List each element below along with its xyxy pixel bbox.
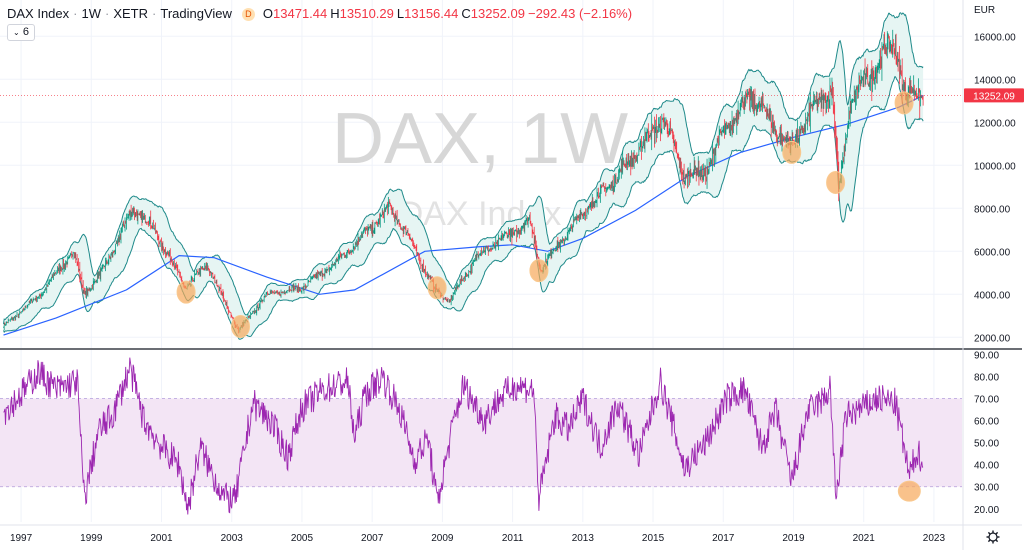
price-axis-tick: 2000.00 [974,333,1011,344]
rsi-axis-tick: 80.00 [974,372,999,383]
highlighted-lows [176,91,914,338]
watermark-title: DAX, 1W [332,99,628,179]
ohlc-high-value: 13510.29 [339,6,394,21]
delayed-data-badge[interactable]: D [241,8,255,21]
watermark: DAX, 1W DAX Index [332,99,628,233]
highlight-circle [529,259,549,283]
band-upper-line [3,12,924,325]
price-axis-tick: 16000.00 [974,32,1016,43]
band-lower-line [3,76,924,340]
symbol-name[interactable]: DAX Index [7,6,70,21]
rsi-axis-tick: 40.00 [974,461,999,472]
rsi-pane [0,357,962,515]
time-axis-tick: 2011 [502,533,524,544]
exchange: XETR [113,6,149,21]
last-price-label: 13252.09 [973,91,1015,102]
ohlc-high-label: H [330,6,340,21]
data-source: TradingView [160,6,232,21]
highlight-circle [176,280,196,304]
rsi-axis-tick: 20.00 [974,505,999,516]
highlight-circle [826,170,846,194]
chart-header: DAX Index · 1W · XETR · TradingView D O13471.44 H… [7,6,635,21]
rsi-axis-tick: 70.00 [974,395,999,406]
interval[interactable]: 1W [81,6,102,21]
indicator-count: 6 [22,26,29,38]
last-price-tag [964,88,1024,103]
time-axis-tick: 2021 [853,533,876,544]
currency-label: EUR [974,5,995,16]
ohlc-change: −292.43 (−2.16%) [527,6,633,21]
time-axis-tick: 2017 [712,533,735,544]
rsi-axis-tick: 50.00 [974,439,999,450]
price-axis-tick: 12000.00 [974,118,1016,129]
gear-icon-tooth [987,539,991,543]
time-axis-tick: 2023 [923,533,946,544]
gear-icon-tooth [995,531,999,535]
indicators-toggle-button[interactable]: ⌄ 6 [7,24,35,41]
band-channel [3,12,924,340]
highlight-circle [231,315,250,338]
time-axis-tick: 2013 [572,533,595,544]
time-axis-tick: 2007 [361,533,384,544]
gear-icon-tooth [987,531,991,535]
gear-icon[interactable] [986,530,1000,544]
ohlc-open-value: 13471.44 [273,6,328,21]
highlight-circle [427,276,447,300]
band-fill [3,12,924,340]
price-axis-tick: 8000.00 [974,204,1011,215]
ohlc-close-value: 13252.09 [470,6,525,21]
candles [3,29,924,334]
time-axis-tick: 1997 [10,533,33,544]
chevron-down-icon: ⌄ [13,28,20,37]
time-axis-tick: 2005 [291,533,314,544]
time-axis-tick: 2009 [431,533,454,544]
time-axis-tick: 2015 [642,533,665,544]
rsi-line [3,357,924,515]
time-axis-tick: 2001 [150,533,173,544]
ohlc-open-label: O [262,6,274,21]
separator-dot: · [73,6,78,21]
price-axis-tick: 14000.00 [974,75,1016,86]
rsi-axis-tick: 90.00 [974,350,999,361]
ohlc-low-value: 13156.44 [404,6,459,21]
gear-icon-tooth [995,539,999,543]
ohlc-close-label: C [461,6,471,21]
gear-icon-ring [988,532,998,542]
highlight-circle [894,91,914,115]
rsi-axis-tick: 30.00 [974,483,999,494]
time-axis-tick: 1999 [80,533,103,544]
ohlc-low-label: L [396,6,405,21]
grid [0,0,962,522]
price-axis-tick: 4000.00 [974,290,1011,301]
rsi-axis-tick: 60.00 [974,417,999,428]
price-axis-tick: 6000.00 [974,247,1011,258]
separator-dot: · [105,6,110,21]
highlight-circle [782,140,802,164]
time-axis-tick: 2019 [782,533,805,544]
price-axis-tick: 10000.00 [974,161,1016,172]
separator-dot: · [152,6,157,21]
time-axis-tick: 2003 [221,533,244,544]
highlight-circle [897,480,921,502]
